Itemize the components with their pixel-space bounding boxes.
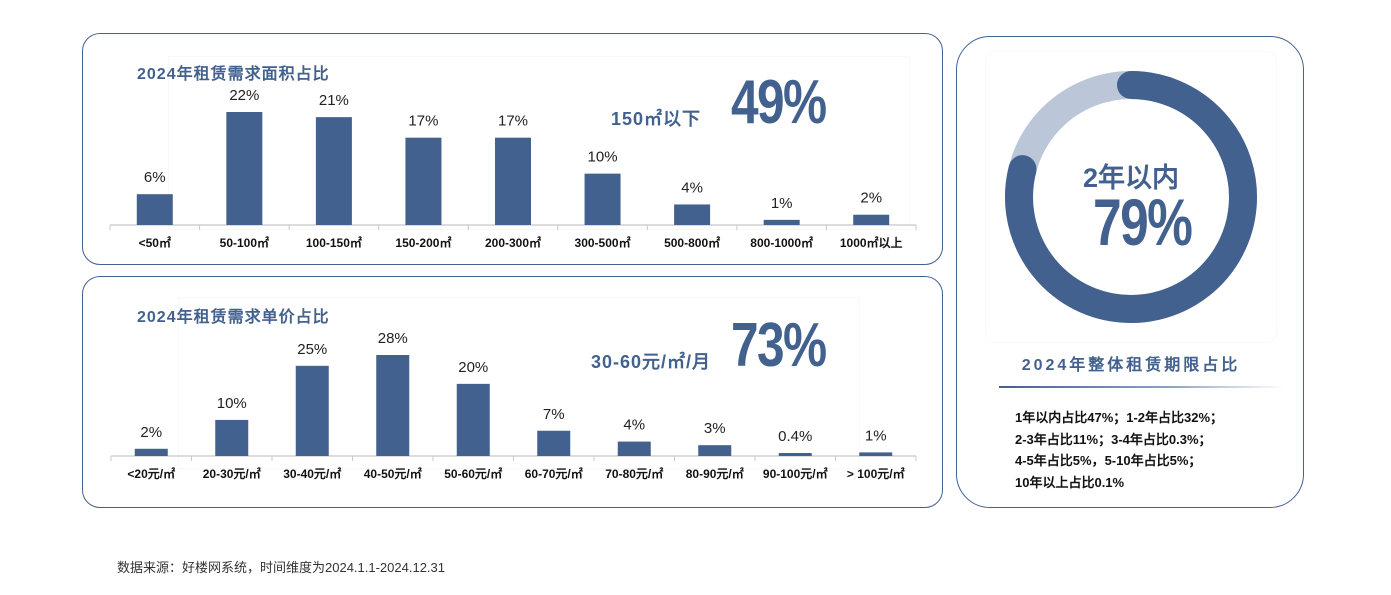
x-tick-label: 50-100㎡ <box>220 235 269 250</box>
price-highlight-value: 73% <box>731 311 827 380</box>
x-tick-label: 1000㎡以上 <box>840 235 903 250</box>
donut-center-label: 2年以内 <box>1082 163 1180 193</box>
x-tick-label: 800-1000㎡ <box>750 235 813 250</box>
x-tick-label: 300-500㎡ <box>575 235 631 250</box>
bar <box>698 445 732 456</box>
bar-value-label: 17% <box>408 113 438 130</box>
bar <box>537 430 571 456</box>
x-tick-label: 500-800㎡ <box>664 235 720 250</box>
x-tick-label: 20-30元/㎡ <box>203 466 261 481</box>
bar-value-label: 0.4% <box>778 428 812 445</box>
bar <box>215 419 249 456</box>
x-tick-label: 90-100元/㎡ <box>763 466 828 481</box>
bar <box>584 173 621 225</box>
area-chart-title: 2024年租赁需求面积占比 <box>137 66 330 83</box>
bar-value-label: 2% <box>140 424 162 441</box>
x-tick-label: 50-60元/㎡ <box>444 466 502 481</box>
x-tick-label: 60-70元/㎡ <box>525 466 583 481</box>
bar-value-label: 17% <box>498 113 528 130</box>
bar <box>853 214 890 225</box>
bar-value-label: 3% <box>704 420 726 437</box>
bar-value-label: 21% <box>319 92 349 109</box>
background-watermark <box>178 297 860 469</box>
bar-value-label: 28% <box>378 330 408 347</box>
bar <box>617 441 651 456</box>
bar-value-label: 1% <box>771 195 793 212</box>
bar <box>405 137 442 225</box>
background-watermark <box>168 56 910 230</box>
area-demand-panel: 2024年租赁需求面积占比 150㎡以下 49% 6% <50㎡ 22% 50-100… <box>82 33 943 265</box>
price-chart-title: 2024年租赁需求单价占比 <box>137 309 330 326</box>
bar <box>315 117 352 225</box>
x-tick-label: 100-150㎡ <box>306 235 362 250</box>
x-tick-label: 70-80元/㎡ <box>605 466 663 481</box>
bar-value-label: 1% <box>865 427 887 444</box>
bar-value-label: 25% <box>297 341 327 358</box>
x-tick-label: <50㎡ <box>139 235 171 250</box>
bar-value-label: 4% <box>681 179 703 196</box>
bar-value-label: 10% <box>588 149 618 166</box>
bar-value-label: 7% <box>543 406 565 423</box>
area-highlight-value: 49% <box>731 68 827 137</box>
note-line: 4-5年占比5%，5-10年占比5%； <box>1015 453 1202 468</box>
x-tick-label: 150-200㎡ <box>395 235 451 250</box>
area-bar-chart: 6% <50㎡ 22% 50-100㎡ 21% 100-150㎡ 17% 150-200㎡ 17… <box>109 87 917 250</box>
bar-value-label: 20% <box>458 359 488 376</box>
note-line: 1年以内占比47%；1-2年占比32%； <box>1015 410 1224 425</box>
x-tick-label: 200-300㎡ <box>485 235 541 250</box>
data-source-note: 数据来源：好楼网系统，时间维度为2024.1.1-2024.12.31 <box>117 560 445 575</box>
bar <box>295 365 329 456</box>
note-line: 2-3年占比11%；3-4年占比0.3%； <box>1015 431 1212 447</box>
bar-value-label: 2% <box>860 190 882 207</box>
x-tick-label: <20元/㎡ <box>127 466 175 481</box>
x-tick-label: 40-50元/㎡ <box>364 466 422 481</box>
lease-term-title: 2024年整体租赁期限占比 <box>1021 357 1241 374</box>
bar-value-label: 22% <box>229 87 259 104</box>
bar <box>859 452 893 456</box>
price-highlight-label: 30-60元/㎡/月 <box>591 352 712 372</box>
bar <box>674 204 711 225</box>
donut-segment-main <box>1005 71 1257 323</box>
lease-term-panel: 2年以内 79% 2024年整体租赁期限占比 1年以内占比47%；1-2年占比3… <box>956 36 1304 508</box>
lease-term-notes: 1年以内占比47%；1-2年占比32%； 2-3年占比11%；3-4年占比0.3… <box>1015 407 1223 493</box>
bar <box>763 219 800 225</box>
background-watermark <box>985 51 1277 343</box>
lease-term-donut-chart <box>1005 71 1257 323</box>
title-divider <box>999 386 1285 388</box>
note-line: 10年以上占比0.1% <box>1015 474 1125 490</box>
x-tick-label: 30-40元/㎡ <box>283 466 341 481</box>
bar <box>778 453 812 456</box>
bar <box>226 112 263 225</box>
area-highlight-label: 150㎡以下 <box>611 109 702 129</box>
bar-value-label: 4% <box>623 417 645 434</box>
donut-center-value: 79% <box>1093 185 1193 259</box>
price-bar-chart: 2% <20元/㎡ 10% 20-30元/㎡ 25% 30-40元/㎡ 28% 40-50元/… <box>110 330 917 481</box>
bar <box>495 137 531 225</box>
x-tick-label: > 100元/㎡ <box>847 466 905 481</box>
price-demand-panel: 2024年租赁需求单价占比 30-60元/㎡/月 73% 2% <20元/㎡ 10%… <box>82 276 943 508</box>
bar <box>134 448 168 456</box>
bar-value-label: 10% <box>217 395 247 412</box>
bar <box>456 383 490 456</box>
bar-value-label: 6% <box>144 169 166 186</box>
x-tick-label: 80-90元/㎡ <box>686 466 744 481</box>
bar <box>136 194 173 225</box>
bar <box>376 355 410 456</box>
